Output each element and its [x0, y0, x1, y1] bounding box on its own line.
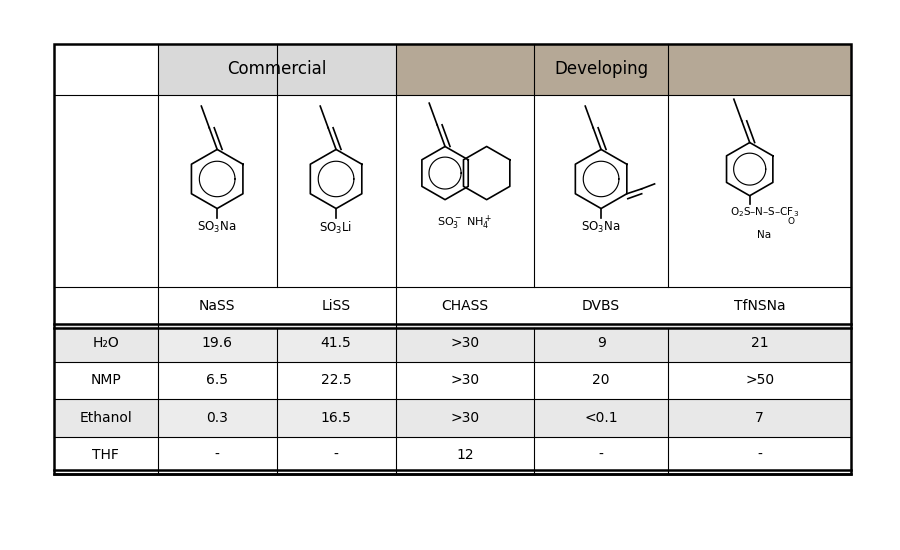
Text: NMP: NMP: [90, 373, 122, 387]
Text: SO$_3$Na: SO$_3$Na: [197, 221, 237, 235]
Bar: [54, 324, 851, 362]
Text: -: -: [598, 448, 604, 462]
Text: Commercial: Commercial: [227, 60, 327, 78]
Text: 6.5: 6.5: [206, 373, 229, 387]
Bar: [158, 43, 395, 95]
Text: SO$_3$Na: SO$_3$Na: [581, 221, 621, 235]
Text: 0.3: 0.3: [206, 411, 228, 425]
Bar: [54, 399, 851, 437]
Text: >30: >30: [450, 373, 480, 387]
Text: CHASS: CHASS: [441, 299, 489, 312]
Bar: [54, 43, 851, 474]
Bar: [158, 362, 395, 399]
Text: -: -: [215, 448, 220, 462]
Text: 16.5: 16.5: [320, 411, 352, 425]
Text: -: -: [757, 448, 762, 462]
Text: >30: >30: [450, 411, 480, 425]
Text: >30: >30: [450, 336, 480, 350]
Text: O$_2$S–N–S–CF$_3$: O$_2$S–N–S–CF$_3$: [730, 206, 799, 219]
Text: SO$_3^-$ NH$_4^+$: SO$_3^-$ NH$_4^+$: [437, 213, 492, 232]
Text: Na: Na: [758, 230, 771, 240]
Text: 20: 20: [592, 373, 610, 387]
Text: LiSS: LiSS: [321, 299, 351, 312]
Text: 21: 21: [751, 336, 769, 350]
Bar: [158, 399, 395, 437]
Text: Developing: Developing: [554, 60, 648, 78]
Bar: [158, 324, 395, 362]
Bar: [158, 437, 395, 474]
Text: >50: >50: [745, 373, 774, 387]
Bar: [54, 287, 851, 324]
Bar: [158, 399, 395, 437]
Text: 12: 12: [456, 448, 473, 462]
Text: TfNSNa: TfNSNa: [734, 299, 786, 312]
Bar: [158, 324, 395, 362]
Text: H₂O: H₂O: [93, 336, 119, 350]
Text: 7: 7: [755, 411, 764, 425]
Text: DVBS: DVBS: [582, 299, 620, 312]
Text: 22.5: 22.5: [320, 373, 351, 387]
Text: 9: 9: [597, 336, 606, 350]
Text: O: O: [788, 217, 795, 227]
Text: -: -: [334, 448, 338, 462]
Text: SO$_3$Li: SO$_3$Li: [320, 221, 353, 236]
Bar: [54, 324, 851, 362]
Bar: [54, 95, 851, 287]
Bar: [54, 399, 851, 437]
Text: NaSS: NaSS: [199, 299, 236, 312]
Text: 19.6: 19.6: [202, 336, 233, 350]
Text: <0.1: <0.1: [584, 411, 618, 425]
Text: Ethanol: Ethanol: [79, 411, 132, 425]
Bar: [395, 43, 851, 95]
Text: 41.5: 41.5: [320, 336, 351, 350]
Text: THF: THF: [93, 448, 119, 462]
